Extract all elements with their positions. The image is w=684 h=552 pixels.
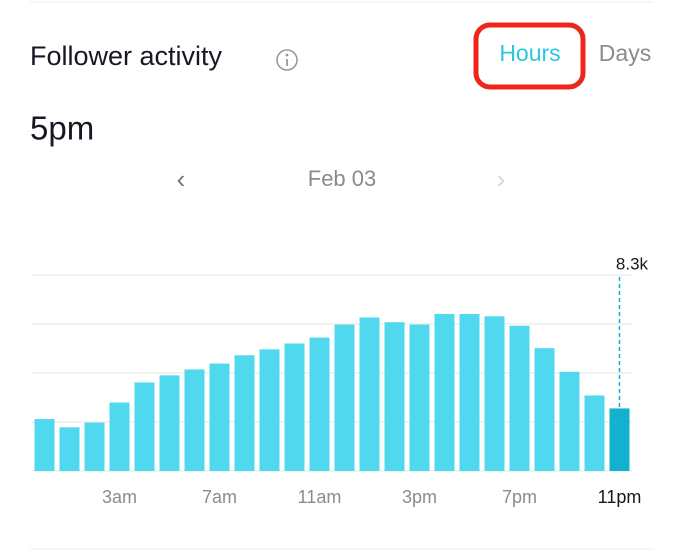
x-tick-label: 3am xyxy=(102,487,137,507)
bar xyxy=(509,325,530,471)
x-tick-label: 11pm xyxy=(598,487,642,507)
x-tick-label: 7pm xyxy=(502,487,537,507)
bar xyxy=(584,395,605,471)
bar xyxy=(559,371,580,471)
date-label: Feb 03 xyxy=(308,166,377,191)
y-tick-label: 8.3k xyxy=(616,254,649,273)
tab-days[interactable]: Days xyxy=(599,40,651,66)
section-title: Follower activity xyxy=(30,41,223,71)
selected-time: 5pm xyxy=(30,110,94,147)
bar xyxy=(184,369,205,471)
bar xyxy=(459,313,480,471)
bar xyxy=(434,313,455,471)
highlight-box xyxy=(473,22,586,90)
bar xyxy=(359,317,380,471)
prev-arrow[interactable]: ‹ xyxy=(177,164,186,194)
tab-hours[interactable]: Hours xyxy=(499,40,560,66)
bar xyxy=(334,324,355,471)
bar xyxy=(259,349,280,471)
bar xyxy=(484,316,505,471)
x-tick-label: 11am xyxy=(298,487,342,507)
bar xyxy=(109,402,130,471)
info-icon[interactable] xyxy=(276,49,298,71)
bar xyxy=(34,419,55,471)
bar xyxy=(534,348,555,471)
bar xyxy=(309,337,330,471)
x-tick-label: 7am xyxy=(202,487,237,507)
bar xyxy=(234,355,255,471)
bar xyxy=(284,343,305,471)
next-arrow[interactable]: › xyxy=(497,164,506,194)
bar xyxy=(409,324,430,471)
x-tick-label: 3pm xyxy=(402,487,437,507)
bar xyxy=(159,375,180,471)
bar xyxy=(59,427,80,471)
bar xyxy=(134,382,155,471)
bar xyxy=(609,408,630,471)
bar xyxy=(209,363,230,471)
bar xyxy=(84,422,105,471)
bar xyxy=(384,322,405,471)
